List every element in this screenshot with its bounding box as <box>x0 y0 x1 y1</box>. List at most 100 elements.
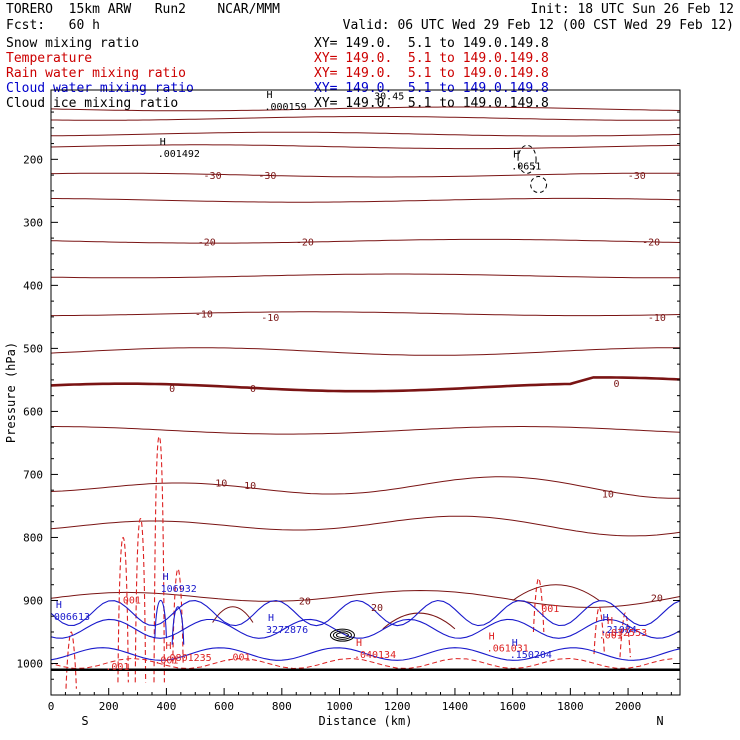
label-layer: -30 -30 -30 -20 -20 -20 -10 -10 -10 0 0 0 10 10 10 20 20… <box>54 90 666 673</box>
rain-contour <box>117 536 129 683</box>
max-value-label: .000159 <box>265 102 307 113</box>
max-value-label: .040134 <box>354 650 396 661</box>
field-name-cloud-water: Cloud water mixing ratio <box>6 81 194 96</box>
rain-contour <box>619 612 631 658</box>
temperature-label: -20 <box>642 237 660 248</box>
init-time: Init: 18 UTC Sun 26 Feb 12 <box>530 2 735 17</box>
isotherm--50 <box>50 106 681 112</box>
snow-contour <box>517 144 537 174</box>
chart-title: TORERO 15km ARW Run2 NCAR/MMM <box>6 2 280 17</box>
rain-contour <box>593 606 605 655</box>
temperature-label: 10 <box>602 489 614 500</box>
isotherm-bump <box>512 584 600 601</box>
isotherm--45 <box>51 116 680 121</box>
temperature-label: 10 <box>215 479 227 490</box>
x-tick-label: 1800 <box>557 700 584 713</box>
snow-contour <box>530 176 548 194</box>
temperature-label: 0 <box>614 379 620 390</box>
isotherm--5 <box>50 347 680 356</box>
x-tick-label: 600 <box>214 700 234 713</box>
y-tick-label: 600 <box>23 405 43 418</box>
isotherm--10 <box>51 311 681 317</box>
y-tick-label: 400 <box>23 279 43 292</box>
max-value-label: .21084 <box>601 625 637 636</box>
max-value-label: .150204 <box>510 650 552 661</box>
x-tick-label: 1200 <box>384 700 411 713</box>
top-value-label: 30.45 <box>374 91 404 102</box>
isotherm--30 <box>51 172 681 178</box>
isotherm-0 <box>50 376 681 393</box>
x-tick-label: 1400 <box>442 700 469 713</box>
isotherm-5 <box>51 426 681 435</box>
y-tick-label: 700 <box>23 468 43 481</box>
temperature-label: 20 <box>651 593 663 604</box>
temperature-label: 10 <box>244 481 256 492</box>
field-xy-snow: XY= 149.0. 5.1 to 149.0.149.8 <box>314 36 549 51</box>
max-marker: H <box>512 638 518 649</box>
isotherm--40 <box>51 131 681 137</box>
max-value-label: 006613 <box>54 612 90 623</box>
valid-time: Valid: 06 UTC Wed 29 Feb 12 (00 CST Wed … <box>342 18 734 33</box>
rain-contour <box>532 577 545 633</box>
max-marker: H <box>513 150 519 161</box>
rain-label: .001 <box>105 662 129 673</box>
cloud-water-contour <box>50 618 681 639</box>
rain-contour-base <box>50 657 675 670</box>
x-axis-label: Distance (km) <box>319 714 413 728</box>
y-axis-label: Pressure (hPa) <box>4 342 18 443</box>
temperature-label: 0 <box>250 384 256 395</box>
isotherm--35 <box>50 144 681 150</box>
north-label: N <box>656 714 663 728</box>
temperature-label: 20 <box>371 603 383 614</box>
max-value-label: .001492 <box>158 149 200 160</box>
isotherm--15 <box>51 273 680 279</box>
max-value-label: 106932 <box>161 584 197 595</box>
x-tick-label: 400 <box>156 700 176 713</box>
field-xy-temperature: XY= 149.0. 5.1 to 149.0.149.8 <box>314 51 549 66</box>
temperature-label: -20 <box>296 237 314 248</box>
temperature-label: -30 <box>204 171 222 182</box>
temperature-label: -10 <box>195 310 213 321</box>
y-tick-label: 300 <box>23 216 43 229</box>
rain-contour <box>65 631 77 689</box>
plot-frame <box>50 89 681 696</box>
y-tick-label: 500 <box>23 342 43 355</box>
y-tick-label: 800 <box>23 531 43 544</box>
isotherm--25 <box>51 197 681 203</box>
max-marker: H <box>268 613 274 624</box>
field-name-rain: Rain water mixing ratio <box>6 66 187 81</box>
max-value-label: .0651 <box>511 162 541 173</box>
snow-cell <box>335 632 349 639</box>
max-value-label: .032553 <box>605 628 647 639</box>
isotherm-15 <box>50 515 681 537</box>
x-tick-label: 1000 <box>326 700 353 713</box>
isotherm-10 <box>50 476 680 499</box>
max-marker: H <box>56 600 62 611</box>
x-tick-label: 1600 <box>499 700 526 713</box>
snow-cell <box>332 630 352 640</box>
isotherm-20 <box>50 589 681 608</box>
x-tick-label: 2000 <box>615 700 642 713</box>
y-tick-label: 1000 <box>17 657 44 670</box>
rain-contour <box>134 517 147 683</box>
field-name-snow: Snow mixing ratio <box>6 36 140 51</box>
temperature-label: 0 <box>169 384 175 395</box>
rain-label: .001 <box>154 655 178 666</box>
forecast-hour: Fcst: 60 h <box>6 18 100 33</box>
field-name-cloud-ice: Cloud ice mixing ratio <box>6 96 179 111</box>
rain-label: .001 <box>599 630 623 641</box>
max-marker: H <box>163 572 169 583</box>
cloud-water-column <box>154 600 185 645</box>
field-xy-rain: XY= 149.0. 5.1 to 149.0.149.8 <box>314 66 549 81</box>
max-value-label: 3272876 <box>266 625 308 636</box>
temperature-label: -10 <box>261 313 279 324</box>
max-value-label: .061031 <box>487 644 529 655</box>
field-xy-cloud-water: XY= 149.0. 5.1 to 149.0.149.8 <box>314 81 549 96</box>
max-marker: H <box>356 638 362 649</box>
max-value-label: .0801235 <box>164 653 212 664</box>
y-tick-label: 900 <box>23 594 43 607</box>
rain-label: .001 <box>226 652 250 663</box>
rain-contour <box>153 436 165 683</box>
